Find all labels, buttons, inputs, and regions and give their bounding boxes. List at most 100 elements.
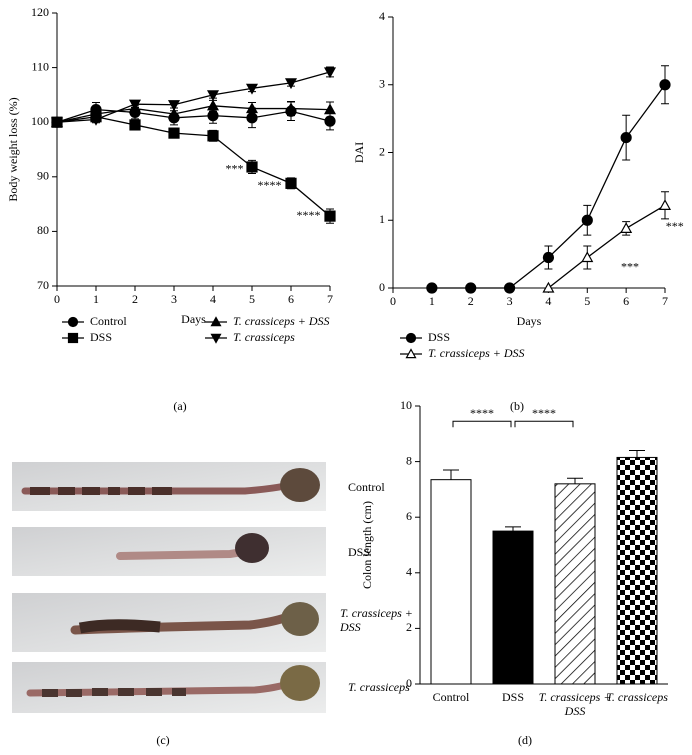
series-line (56, 108, 331, 123)
y-tick-label: 0 (379, 280, 385, 294)
legend-label: Control (90, 314, 127, 328)
colon-content (42, 688, 186, 697)
y-tick-label: 3 (379, 77, 385, 91)
bar (554, 483, 596, 685)
x-tick-label: 0 (54, 292, 60, 306)
marker (503, 282, 516, 294)
x-tick-label: 4 (545, 294, 551, 308)
photos (12, 462, 326, 713)
marker (128, 99, 142, 111)
y-tick-label: 2 (406, 620, 412, 634)
marker (206, 99, 220, 111)
panel-label: (b) (510, 399, 524, 413)
legend-label: T. crassiceps + DSS (233, 314, 330, 328)
bar (616, 456, 658, 685)
panel-label: (d) (518, 733, 532, 747)
caecum (280, 665, 320, 701)
series-line (56, 105, 331, 123)
x-tick-label: 2 (468, 294, 474, 308)
marker (659, 79, 671, 91)
photo-label: DSS (348, 545, 371, 559)
series-line (548, 204, 666, 289)
bar (492, 530, 534, 685)
x-tick-label: 7 (662, 294, 668, 308)
legend-label: T. crassiceps + DSS (428, 346, 525, 360)
panel-label: (c) (156, 733, 169, 747)
marker (210, 316, 222, 327)
photo-label-box: T. crassiceps (348, 680, 410, 694)
marker (323, 67, 337, 79)
significance-bracket (452, 420, 512, 428)
y-tick-label: 1 (379, 212, 385, 226)
x-tick-label: 2 (132, 292, 138, 306)
marker (426, 282, 438, 294)
marker (620, 222, 633, 233)
x-tick-label: 0 (390, 294, 396, 308)
marker (206, 90, 220, 102)
error-bar (567, 477, 583, 484)
x-tick-label: 6 (623, 294, 629, 308)
marker (210, 333, 222, 344)
caecum (235, 533, 269, 563)
significance-label: **** (470, 406, 494, 420)
y-axis-label: Colon length (cm) (360, 501, 374, 589)
marker (167, 100, 181, 111)
photo-label-box: Control (348, 480, 385, 494)
marker (167, 107, 181, 119)
marker (324, 210, 336, 222)
significance-label: **** (532, 406, 556, 420)
y-tick-label: 2 (379, 144, 385, 158)
x-tick-label: 5 (584, 294, 590, 308)
marker (285, 177, 297, 189)
marker (581, 214, 593, 226)
y-tick-label: 6 (406, 509, 412, 523)
y-tick-label: 100 (31, 114, 49, 128)
y-tick-label: 8 (406, 453, 412, 467)
significance-bracket (514, 420, 574, 428)
y-tick-label: 120 (31, 5, 49, 19)
x-tick-label: 3 (171, 292, 177, 306)
photo-label-box: DSS (348, 545, 371, 559)
caecum (280, 468, 320, 502)
marker (207, 130, 219, 142)
photo-label: T. crassiceps + DSS (340, 606, 413, 634)
photo-label-box: T. crassiceps + DSS (340, 606, 413, 634)
x-tick-label-box: T. crassiceps (606, 690, 668, 704)
marker (405, 332, 417, 344)
photo-label: Control (348, 480, 385, 494)
x-tick-label: 7 (327, 292, 333, 306)
marker (67, 316, 79, 328)
y-tick-label: 10 (400, 398, 412, 412)
y-tick-label: 80 (37, 223, 49, 237)
marker (284, 102, 298, 114)
legend-label: T. crassiceps (233, 330, 295, 344)
annotation: **** (258, 178, 282, 192)
marker (620, 131, 632, 144)
x-tick-label: 1 (93, 292, 99, 306)
x-tick-label-box: Control (433, 690, 470, 704)
y-tick-label: 4 (379, 9, 385, 23)
annotation: *** (225, 161, 243, 175)
bar (430, 479, 472, 685)
annotation: *** (666, 219, 684, 233)
error-bar (443, 469, 459, 480)
marker (89, 114, 103, 126)
marker (245, 83, 259, 95)
legend-label: DSS (90, 330, 112, 344)
annotation: **** (297, 208, 321, 222)
error-bar (505, 526, 521, 532)
marker (542, 251, 555, 264)
marker (284, 78, 298, 90)
x-tick-label-box: DSS (502, 690, 524, 704)
x-tick-label: 1 (429, 294, 435, 308)
marker (581, 251, 594, 263)
marker (50, 117, 64, 129)
marker (542, 281, 555, 293)
marker (67, 332, 79, 344)
x-tick-label: 4 (210, 292, 216, 306)
x-axis-label: Days (181, 312, 206, 326)
x-tick-label: 3 (507, 294, 513, 308)
series-line (56, 116, 331, 217)
x-tick-label: T. crassiceps + DSS (538, 690, 612, 718)
